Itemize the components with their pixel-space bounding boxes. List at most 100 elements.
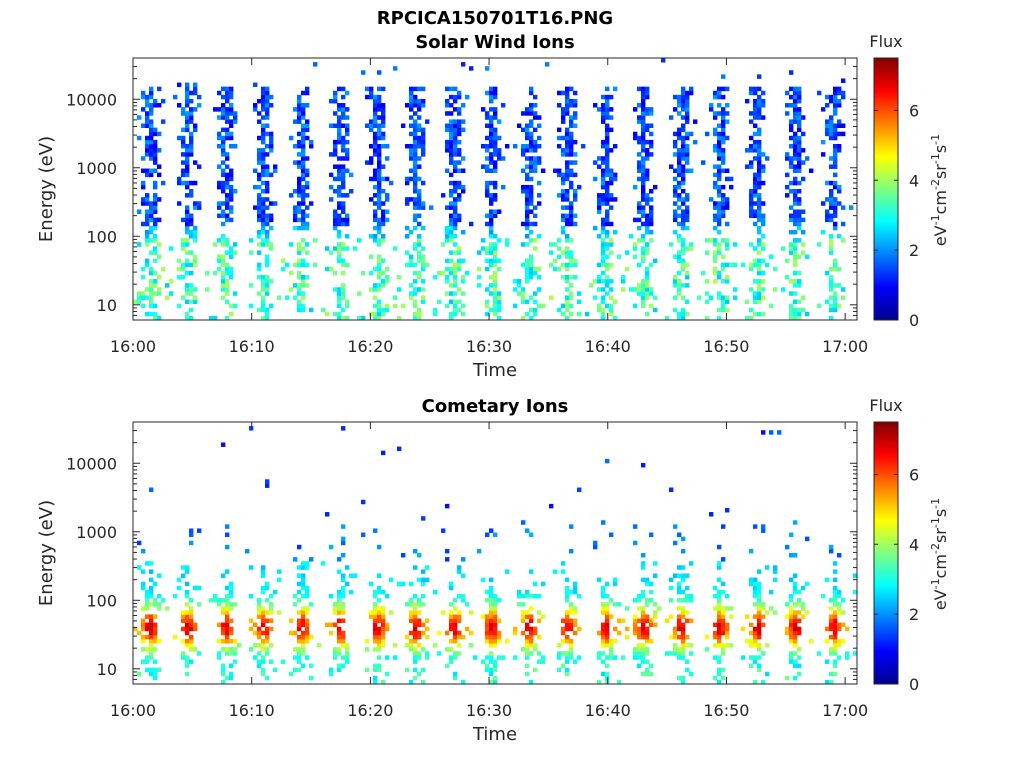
spectrogram-cell [609, 197, 614, 202]
spectrogram-cell [817, 651, 822, 656]
spectrogram-cell [685, 659, 690, 664]
spectrogram-cell [337, 103, 342, 108]
spectrogram-cell [177, 258, 182, 264]
spectrogram-cell [345, 647, 350, 652]
spectrogram-cell [833, 197, 838, 202]
spectrogram-cell [185, 221, 190, 227]
spectrogram-cell [489, 221, 494, 227]
spectrogram-cell [333, 213, 338, 219]
spectrogram-cell [605, 254, 610, 259]
spectrogram-cell [569, 180, 574, 186]
spectrogram-cell [601, 103, 606, 108]
spectrogram-cell [685, 143, 690, 149]
spectrogram-cell [185, 184, 190, 190]
spectrogram-cell [633, 626, 638, 632]
spectrogram-cell [561, 111, 566, 116]
spectrogram-cell [829, 634, 834, 640]
spectrogram-cell [641, 123, 646, 128]
spectrogram-cell [261, 279, 266, 284]
spectrogram-cell [453, 262, 458, 268]
spectrogram-cell [557, 266, 562, 272]
spectrogram-cell [445, 111, 450, 116]
spectrogram-cell [645, 270, 650, 276]
spectrogram-cell [653, 610, 658, 615]
spectrogram-cell [381, 618, 386, 623]
spectrogram-cell [721, 168, 726, 174]
spectrogram-cell [569, 213, 574, 219]
spectrogram-cell [565, 234, 570, 239]
spectrogram-cell [645, 311, 650, 317]
spectrogram-cell [753, 103, 758, 108]
y-tick-label: 100 [86, 227, 117, 246]
spectrogram-cell [433, 307, 438, 313]
spectrogram-cell [173, 94, 178, 100]
spectrogram-cell [553, 242, 558, 247]
spectrogram-cell [493, 283, 498, 288]
spectrogram-cell [793, 299, 798, 305]
spectrogram-cell [833, 107, 838, 112]
spectrogram-cell [525, 651, 530, 656]
spectrogram-cell [309, 634, 314, 640]
spectrogram-cell [825, 270, 830, 276]
spectrogram-cell [833, 180, 838, 186]
spectrogram-cell [833, 671, 838, 677]
spectrogram-cell [337, 589, 342, 595]
spectrogram-cell [209, 598, 214, 603]
spectrogram-cell [641, 238, 646, 243]
spectrogram-cell [525, 311, 530, 317]
spectrogram-cell [573, 659, 578, 664]
spectrogram-cell [445, 139, 450, 145]
spectrogram-cell [361, 315, 366, 321]
spectrogram-cell [261, 209, 266, 214]
spectrogram-cell [613, 172, 618, 178]
spectrogram-cell [721, 626, 726, 632]
spectrogram-cell [413, 143, 418, 149]
spectrogram-cell [529, 307, 534, 313]
spectrogram-cell [137, 135, 142, 141]
spectrogram-cell [577, 487, 582, 492]
spectrogram-cell [377, 103, 382, 108]
spectrogram-cell [705, 238, 710, 243]
spectrogram-cell [573, 90, 578, 96]
spectrogram-cell [449, 655, 454, 660]
spectrogram-cell [605, 655, 610, 660]
spectrogram-cell [257, 634, 262, 640]
spectrogram-cell [225, 626, 230, 632]
spectrogram-cell [365, 123, 370, 128]
spectrogram-cell [421, 127, 426, 133]
spectrogram-cell [137, 565, 142, 570]
spectrogram-cell [833, 663, 838, 669]
spectrogram-cell [453, 622, 458, 628]
spectrogram-cell [641, 643, 646, 648]
spectrogram-cell [377, 307, 382, 313]
spectrogram-cell [185, 98, 190, 104]
plot-frame-solar-wind [132, 57, 858, 321]
spectrogram-cell [493, 622, 498, 628]
spectrogram-cell [145, 217, 150, 223]
spectrogram-cell [417, 221, 422, 227]
spectrogram-cell [217, 213, 222, 219]
spectrogram-cell [685, 598, 690, 603]
spectrogram-cell [533, 299, 538, 305]
spectrogram-cell [189, 638, 194, 644]
spectrogram-cell [837, 143, 842, 149]
spectrogram-cell [793, 201, 798, 206]
spectrogram-cell [221, 606, 226, 611]
spectrogram-cell [565, 189, 570, 194]
spectrogram-cell [793, 311, 798, 317]
spectrogram-cell [713, 127, 718, 133]
x-tick-label: 16:20 [347, 701, 393, 720]
spectrogram-cell [641, 659, 646, 664]
spectrogram-cell [385, 622, 390, 628]
spectrogram-cell [333, 123, 338, 128]
spectrogram-cell [789, 70, 794, 75]
x-tick-label: 16:30 [466, 337, 512, 356]
spectrogram-cell [169, 246, 174, 251]
spectrogram-cell [573, 213, 578, 219]
spectrogram-cell [637, 647, 642, 652]
spectrogram-cell [757, 103, 762, 108]
colorbar-solar-wind [873, 57, 899, 321]
spectrogram-cell [145, 234, 150, 239]
spectrogram-cell [569, 548, 574, 554]
spectrogram-cell [413, 139, 418, 145]
